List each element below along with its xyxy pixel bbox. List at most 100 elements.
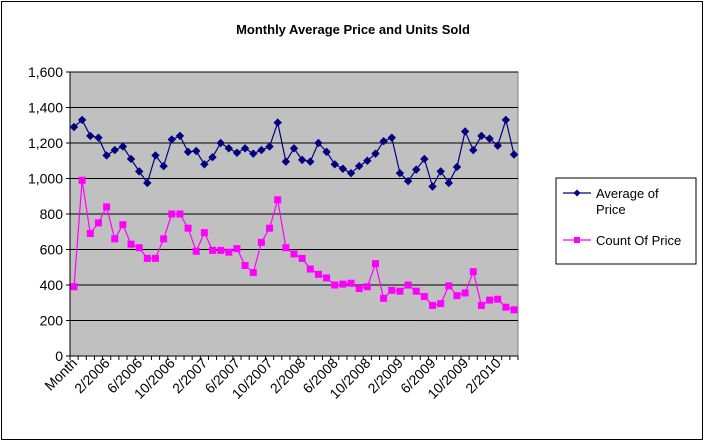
legend-marker-square [574, 237, 580, 243]
data-point [240, 144, 250, 153]
data-point [134, 167, 144, 176]
data-point [86, 230, 94, 238]
data-point [412, 165, 421, 174]
data-point [102, 151, 111, 160]
data-point [209, 246, 217, 254]
data-point [192, 247, 200, 255]
data-point [290, 250, 298, 258]
data-point [486, 296, 494, 304]
data-point [388, 286, 396, 294]
data-point [395, 168, 405, 178]
data-point [224, 144, 234, 153]
legend: Average of Price Count Of Price [555, 177, 697, 265]
data-point [127, 240, 135, 248]
x-tick-label: 2/2010 [462, 355, 504, 397]
y-tick-label: 1,600 [28, 64, 63, 80]
data-point [371, 149, 380, 158]
data-point [363, 283, 371, 291]
data-point [168, 210, 176, 218]
data-point [241, 261, 249, 269]
data-point [289, 144, 299, 153]
x-tick-label: 2/2008 [267, 355, 309, 397]
data-point [330, 160, 339, 169]
y-tick-label: 1,400 [28, 100, 63, 116]
data-point [354, 161, 364, 171]
data-point [469, 145, 478, 155]
data-point [119, 221, 127, 229]
series-average-of-price [69, 115, 519, 191]
legend-label-count-of-price: Count Of Price [596, 233, 681, 248]
data-point [274, 196, 282, 204]
chart-title: Monthly Average Price and Units Sold [236, 22, 470, 37]
data-point [436, 167, 445, 176]
data-point [94, 133, 103, 142]
data-point [69, 122, 79, 132]
data-point [331, 281, 339, 289]
y-tick-label: 800 [40, 206, 64, 222]
data-point [298, 254, 306, 262]
data-point [232, 148, 242, 157]
data-point [306, 265, 314, 273]
data-point [420, 154, 429, 164]
data-point [387, 133, 396, 142]
data-point [509, 150, 519, 159]
data-point [151, 151, 160, 160]
data-point [118, 142, 128, 151]
data-point [143, 178, 152, 188]
data-point [135, 244, 143, 252]
x-axis: Month2/20066/200610/20062/20076/200710/2… [41, 355, 519, 402]
data-point [346, 168, 356, 178]
data-point [379, 137, 388, 146]
data-point [176, 210, 184, 218]
data-point [477, 301, 485, 309]
data-point [111, 235, 119, 243]
data-point [216, 138, 225, 148]
data-point [217, 246, 225, 254]
data-point [420, 293, 428, 301]
data-point [444, 178, 454, 188]
data-point [192, 146, 201, 156]
data-point [403, 176, 413, 186]
data-point [371, 260, 379, 268]
data-point [314, 138, 323, 148]
data-point [297, 155, 307, 165]
data-point [404, 281, 412, 289]
data-point [77, 115, 87, 125]
x-tick-label: 2/2006 [71, 355, 113, 397]
data-point [493, 141, 502, 150]
data-point [314, 270, 322, 278]
data-point [412, 287, 420, 295]
data-point [322, 147, 331, 157]
data-point [485, 134, 494, 143]
data-point [265, 142, 274, 151]
data-point [126, 154, 136, 164]
data-point [225, 248, 233, 256]
data-point [273, 118, 282, 127]
data-point [257, 238, 265, 246]
data-point [461, 289, 469, 297]
data-point [396, 287, 404, 295]
data-point [460, 127, 470, 136]
legend-marker-diamond [573, 189, 581, 197]
data-point [184, 224, 192, 232]
data-point [323, 274, 331, 282]
data-point [380, 294, 388, 302]
data-point [363, 156, 372, 165]
data-point [452, 162, 462, 172]
data-point [494, 295, 502, 303]
data-point [200, 229, 208, 237]
data-point [282, 244, 290, 252]
x-tick-label: 2/2007 [169, 355, 211, 397]
data-point [428, 182, 437, 191]
data-point [143, 254, 151, 262]
data-point [281, 157, 291, 166]
data-point [501, 115, 511, 125]
y-axis: 0 200 400 600 800 1,000 1,200 1,400 1,600 [28, 64, 71, 364]
data-point [160, 235, 168, 243]
data-point [103, 203, 111, 211]
data-point [159, 161, 168, 171]
data-point [200, 160, 209, 169]
y-tick-label: 1,200 [28, 135, 63, 151]
series-layer [69, 115, 519, 314]
data-point [355, 285, 363, 293]
